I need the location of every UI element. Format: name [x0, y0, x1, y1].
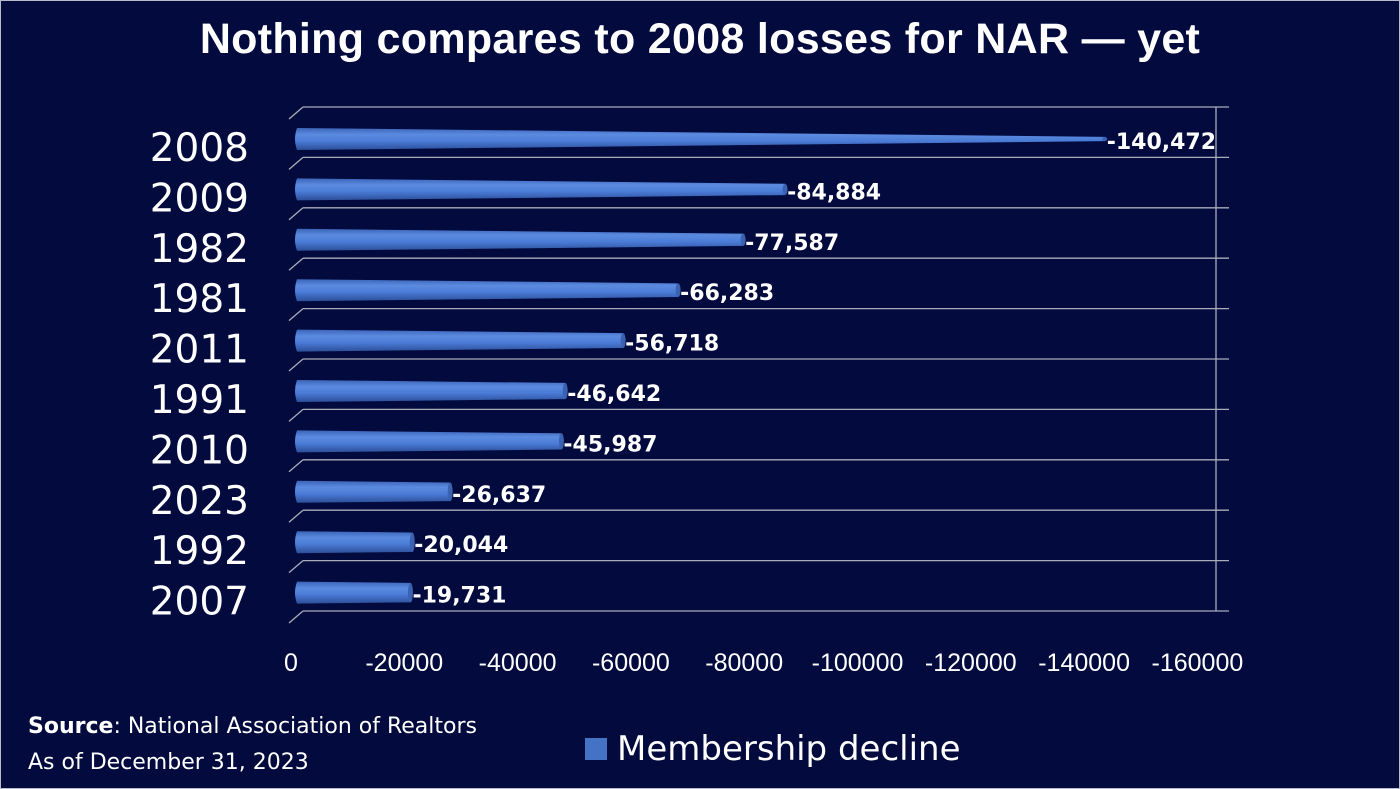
footer-notes: Source: National Association of Realtors… — [28, 709, 477, 781]
category-label: 1991 — [150, 378, 249, 423]
source-label: Source — [28, 714, 114, 739]
as-of-date: As of December 31, 2023 — [28, 750, 309, 775]
data-label: -26,637 — [452, 483, 546, 508]
bar-2008 — [295, 128, 1105, 150]
data-label: -20,044 — [414, 533, 508, 558]
bar-end-cap — [620, 333, 626, 349]
x-tick-label: -120000 — [925, 649, 1017, 677]
bar-end-cap — [675, 283, 681, 298]
legend-swatch — [585, 738, 607, 760]
bar-2010 — [295, 430, 562, 453]
bar-end-cap — [782, 183, 788, 196]
gridline-depth — [288, 358, 304, 372]
category-label: 1981 — [150, 277, 249, 322]
legend: Membership decline — [585, 729, 961, 769]
bar-end-cap — [1102, 136, 1108, 142]
gridline-depth — [288, 408, 304, 422]
data-label: -45,987 — [563, 432, 657, 457]
data-label: -56,718 — [625, 332, 719, 357]
x-tick-label: 0 — [284, 649, 298, 677]
bar-1982 — [295, 228, 744, 251]
chart-title: Nothing compares to 2008 losses for NAR … — [199, 15, 1201, 63]
legend-label: Membership decline — [617, 729, 961, 769]
gridline-depth — [288, 156, 304, 170]
category-label: 1992 — [150, 529, 249, 574]
bar-1991 — [295, 380, 566, 402]
bar-2007 — [295, 581, 411, 604]
data-label: -66,283 — [680, 281, 774, 306]
bar-end-cap — [409, 532, 415, 552]
x-tick-label: -40000 — [479, 649, 557, 677]
gridline-depth — [288, 610, 304, 624]
bar-1981 — [295, 279, 679, 302]
x-tick-label: -160000 — [1152, 649, 1244, 677]
gridline-depth — [288, 509, 304, 523]
category-label: 2010 — [150, 428, 249, 473]
data-label: -19,731 — [412, 584, 506, 609]
gridline-depth — [288, 560, 304, 574]
category-label: 1982 — [150, 227, 249, 272]
gridline-depth — [288, 459, 304, 473]
bar-2009 — [295, 178, 786, 201]
data-label: -77,587 — [745, 231, 839, 256]
gridline-depth — [288, 207, 304, 221]
x-tick-label: -20000 — [365, 649, 443, 677]
bar-1992 — [295, 531, 413, 554]
data-label: -140,472 — [1107, 130, 1216, 155]
category-label: 2008 — [150, 126, 249, 171]
gridline-depth — [288, 106, 304, 120]
gridline-depth — [288, 308, 304, 322]
bar-2011 — [295, 329, 624, 352]
data-label: -84,884 — [787, 180, 881, 205]
bar-end-cap — [740, 233, 746, 246]
gridline-depth — [288, 257, 304, 271]
x-tick-label: -60000 — [592, 649, 670, 677]
source-line: Source: National Association of Realtors — [28, 709, 477, 745]
category-label: 2011 — [150, 328, 249, 373]
bar-2023 — [295, 480, 451, 503]
category-label: 2009 — [150, 176, 249, 221]
source-text: : National Association of Realtors — [113, 714, 477, 739]
bar-end-cap — [558, 433, 564, 450]
data-label: -46,642 — [567, 382, 661, 407]
x-tick-label: -80000 — [705, 649, 783, 677]
category-label: 2007 — [150, 580, 249, 625]
x-tick-label: -100000 — [812, 649, 904, 677]
bar-end-cap — [407, 582, 413, 603]
bar-end-cap — [447, 482, 453, 502]
x-tick-label: -140000 — [1038, 649, 1130, 677]
category-label: 2023 — [150, 479, 249, 524]
bar-end-cap — [562, 382, 568, 400]
